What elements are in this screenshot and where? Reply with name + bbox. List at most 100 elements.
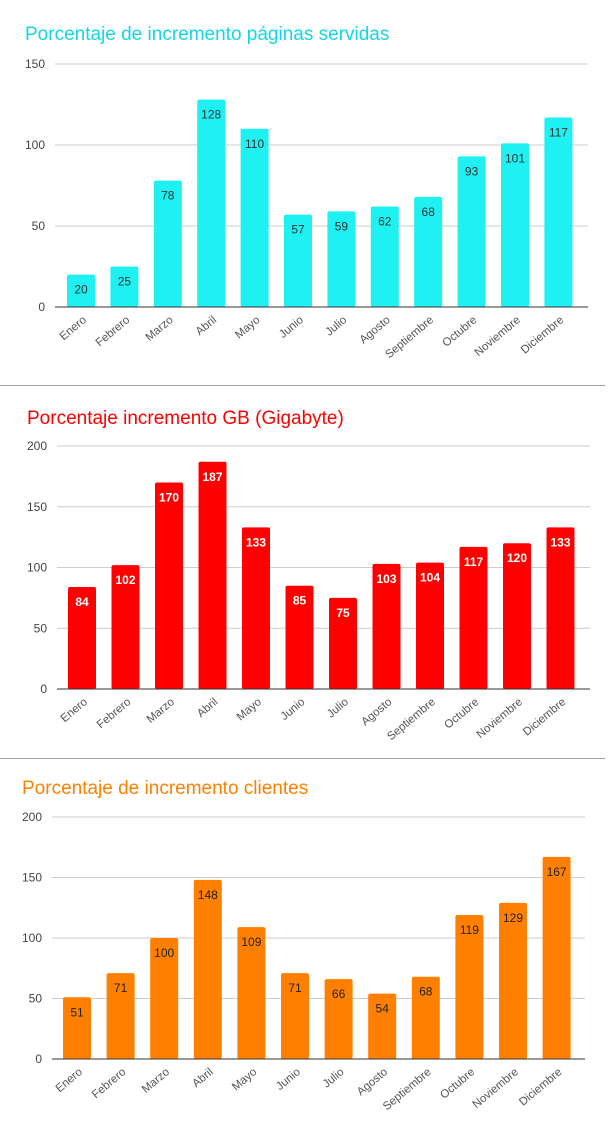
bar [544,117,573,308]
data-label: 51 [70,1005,84,1019]
x-tick-label: Febrero [95,696,134,731]
x-tick-label: Diciembre [517,1066,564,1108]
data-label: 20 [74,283,88,297]
data-label: 167 [547,865,567,879]
data-label: 68 [422,205,436,219]
x-tick-label: Febrero [90,1066,129,1101]
y-tick-label: 100 [25,138,45,152]
x-tick-label: Marzo [145,696,177,726]
y-tick-label: 100 [27,561,47,575]
bar [411,976,440,1059]
x-tick-label: Diciembre [519,314,566,356]
x-tick-label: Febrero [94,314,133,349]
data-label: 110 [245,137,264,151]
data-label: 25 [118,275,132,289]
chart-panel-gigabyte: Porcentaje incremento GB (Gigabyte) 0 50 1… [0,386,613,758]
data-label: 148 [198,888,218,902]
y-tick-label: 100 [22,931,42,945]
data-label: 120 [507,551,527,565]
data-label: 85 [293,594,307,608]
y-tick-label: 0 [35,1052,42,1066]
x-tick-label: Julio [323,314,349,338]
data-label: 71 [288,981,302,995]
bar [370,206,399,307]
x-tick-label: Septiembre [385,696,438,743]
x-tick-label: Abril [190,1066,215,1090]
x-tick-label: Noviembre [475,696,525,741]
x-tick-label: Agosto [359,696,394,728]
data-label: 57 [291,223,305,237]
bar [457,156,486,307]
x-tick-label: Agosto [358,314,393,346]
x-tick-label: Abril [194,314,219,338]
bar [198,461,227,689]
y-tick-label: 50 [34,621,48,635]
data-label: 59 [335,219,349,233]
bar [324,979,353,1059]
data-label: 102 [115,573,135,587]
data-label: 128 [201,108,221,122]
x-tick-label: Octubre [440,314,479,349]
x-tick-label: Junio [279,696,308,723]
data-label: 119 [460,923,479,937]
bar [68,586,96,689]
x-tick-label: Diciembre [521,696,568,738]
x-tick-label: Septiembre [383,314,436,361]
data-label: 71 [114,981,128,995]
data-label: 117 [549,125,568,139]
x-tick-label: Mayo [233,314,262,341]
bar [503,543,531,689]
data-label: 54 [376,1002,390,1016]
x-tick-label: Junio [274,1066,303,1093]
bar [237,927,266,1059]
x-tick-label: Enero [54,1066,85,1095]
data-label: 84 [75,595,89,609]
x-tick-label: Mayo [230,1066,259,1093]
data-label: 129 [503,911,523,925]
x-tick-label: Marzo [144,314,176,344]
bar [106,973,135,1059]
data-label: 101 [505,151,525,165]
data-label: 109 [241,935,261,949]
bar [327,211,356,307]
data-label: 93 [465,164,479,178]
data-label: 75 [336,606,350,620]
x-tick-label: Noviembre [471,1066,521,1111]
chart-panel-clientes: Porcentaje de incremento clientes 0 50 100… [0,759,613,1131]
bar [459,546,488,689]
data-label: 103 [376,572,396,586]
data-label: 100 [154,946,174,960]
bar [111,565,140,689]
bar [281,973,309,1059]
y-tick-label: 200 [27,439,47,453]
bar [542,856,571,1059]
chart-panel-paginas: Porcentaje de incremento páginas servida… [0,0,613,385]
bar [499,902,527,1059]
chart-title: Porcentaje de incremento clientes [22,778,309,799]
bar [329,597,357,689]
bar-chart-clientes: 0 50 100 150 200 51 Enero 71 Febrero 100 Marzo 148 A… [22,810,585,1113]
y-tick-label: 150 [22,871,42,885]
bar [63,997,91,1059]
bar [155,482,183,689]
x-tick-label: Julio [321,1066,347,1090]
y-tick-label: 0 [40,682,47,696]
bar-chart-paginas: 0 50 100 150 20 Enero 25 Febrero 78 Marzo 128 Abril… [25,57,588,361]
x-tick-label: Enero [58,314,89,343]
data-label: 117 [464,555,484,569]
y-tick-label: 200 [22,810,42,824]
chart-title: Porcentaje de incremento páginas servida… [25,24,390,45]
y-tick-label: 150 [27,500,47,514]
bar [150,938,179,1059]
chart-title: Porcentaje incremento GB (Gigabyte) [27,408,344,429]
bar [110,266,139,307]
y-tick-label: 0 [38,300,45,314]
bar-chart-gigabyte: 0 50 100 150 200 84 Enero 102 Febrero 170 Marzo 187… [27,439,590,743]
x-tick-label: Agosto [355,1066,390,1098]
bar [284,214,312,307]
data-label: 187 [202,470,222,484]
bar [455,915,484,1059]
bar [67,274,95,307]
x-tick-label: Julio [325,696,351,720]
bar [416,562,444,689]
